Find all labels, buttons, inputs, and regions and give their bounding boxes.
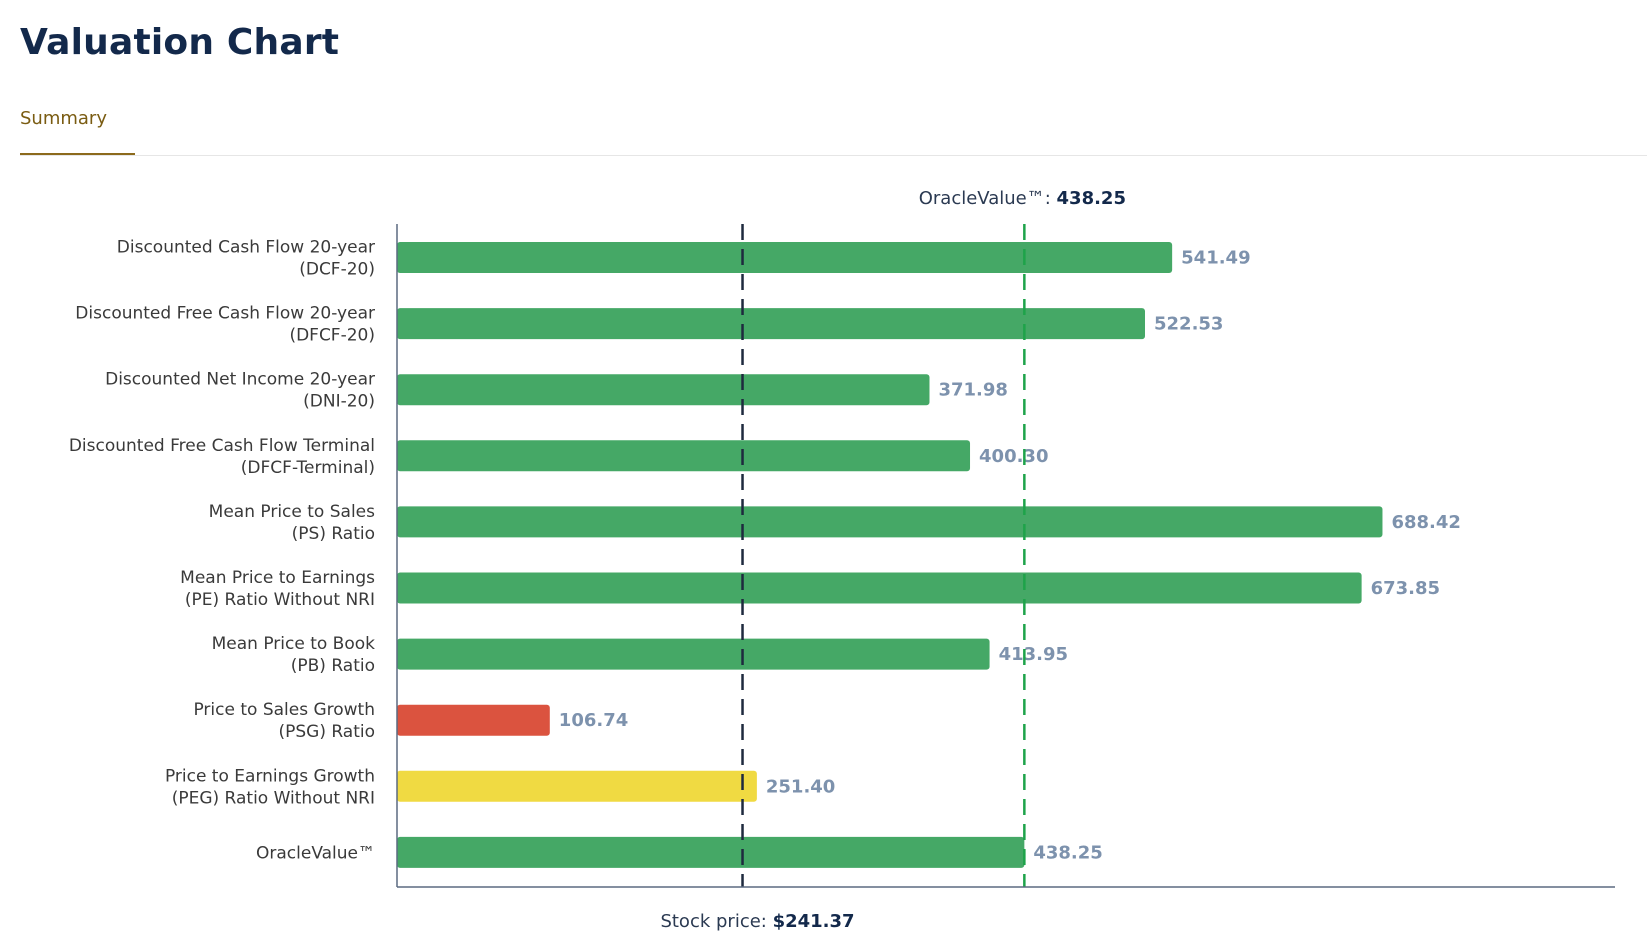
category-label-line: (PEG) Ratio Without NRI (172, 788, 375, 808)
bar-0 (397, 242, 1173, 273)
value-label-4: 688.42 (1391, 512, 1460, 533)
category-label-line: Price to Sales Growth (193, 700, 375, 720)
value-label-0: 541.49 (1181, 248, 1250, 269)
category-label-line: (PB) Ratio (291, 656, 375, 676)
stock-price-annotation: Stock price: $241.37 (660, 911, 854, 932)
category-label-line: Mean Price to Sales (209, 502, 375, 522)
tab-divider (20, 155, 1647, 156)
category-label-line: (DCF-20) (299, 260, 375, 280)
oracle-value-annotation-value: 438.25 (1057, 188, 1126, 209)
bars (397, 242, 1383, 868)
bar-6 (397, 638, 990, 670)
category-label-line: (PS) Ratio (292, 524, 375, 544)
bar-2 (397, 374, 930, 406)
category-label-line: (PSG) Ratio (278, 722, 375, 742)
category-label-2: Discounted Net Income 20-year (DNI-20) (105, 370, 375, 412)
category-label-line: Mean Price to Earnings (180, 568, 375, 588)
category-label-line: (DNI-20) (303, 392, 375, 412)
value-label-3: 400.30 (979, 446, 1048, 467)
category-label-4: Mean Price to Sales (PS) Ratio (209, 502, 375, 544)
category-label-9: OracleValue™ (256, 843, 375, 863)
category-label-line: (DFCF-Terminal) (241, 458, 375, 478)
bar-7 (397, 704, 550, 736)
category-label-5: Mean Price to Earnings (PE) Ratio Without… (180, 568, 375, 610)
oracle-value-annotation-label: OracleValue™: (919, 188, 1057, 209)
category-label-line: Discounted Cash Flow 20-year (117, 238, 375, 258)
value-label-2: 371.98 (938, 380, 1007, 401)
stock-price-annotation-label: Stock price: (660, 911, 772, 932)
category-label-line: (PE) Ratio Without NRI (185, 590, 375, 610)
bar-8 (397, 770, 757, 802)
category-label-line: Discounted Free Cash Flow Terminal (69, 436, 375, 456)
category-label-1: Discounted Free Cash Flow 20-year (DFCF-2… (75, 304, 375, 346)
stock-price-annotation-value: $241.37 (773, 911, 855, 932)
page-title: Valuation Chart (20, 22, 340, 63)
category-label-line: Mean Price to Book (212, 634, 376, 654)
oracle-value-annotation: OracleValue™: 438.25 (919, 188, 1126, 209)
value-label-9: 438.25 (1033, 842, 1102, 863)
bar-3 (397, 440, 971, 472)
value-label-8: 251.40 (766, 776, 835, 797)
category-label-7: Price to Sales Growth (PSG) Ratio (193, 700, 375, 742)
category-label-8: Price to Earnings Growth (PEG) Ratio With… (165, 766, 375, 808)
category-label-line: OracleValue™ (256, 843, 375, 863)
bar-1 (397, 308, 1146, 340)
category-label-line: Discounted Net Income 20-year (105, 370, 375, 390)
bar-5 (397, 572, 1362, 604)
bar-9 (397, 836, 1025, 868)
category-label-0: Discounted Cash Flow 20-year (DCF-20) (117, 238, 375, 280)
value-label-6: 413.95 (999, 644, 1068, 665)
tab-summary-label: Summary (20, 108, 107, 129)
tab-active-indicator (20, 153, 135, 156)
category-label-3: Discounted Free Cash Flow Terminal (DFCF-… (69, 436, 375, 478)
category-labels: Discounted Cash Flow 20-year (DCF-20)Disc… (69, 238, 375, 864)
category-label-line: Discounted Free Cash Flow 20-year (75, 304, 375, 324)
tab-summary[interactable]: Summary (20, 104, 135, 156)
category-label-6: Mean Price to Book (PB) Ratio (212, 634, 376, 676)
value-label-7: 106.74 (559, 710, 628, 731)
value-label-1: 522.53 (1154, 314, 1223, 335)
value-labels: 541.49 522.53 371.98 400.30 688.42 673.85 413.… (559, 248, 1461, 864)
category-label-line: Price to Earnings Growth (165, 766, 375, 786)
value-label-5: 673.85 (1371, 578, 1440, 599)
bar-4 (397, 506, 1383, 538)
category-label-line: (DFCF-20) (289, 326, 375, 346)
